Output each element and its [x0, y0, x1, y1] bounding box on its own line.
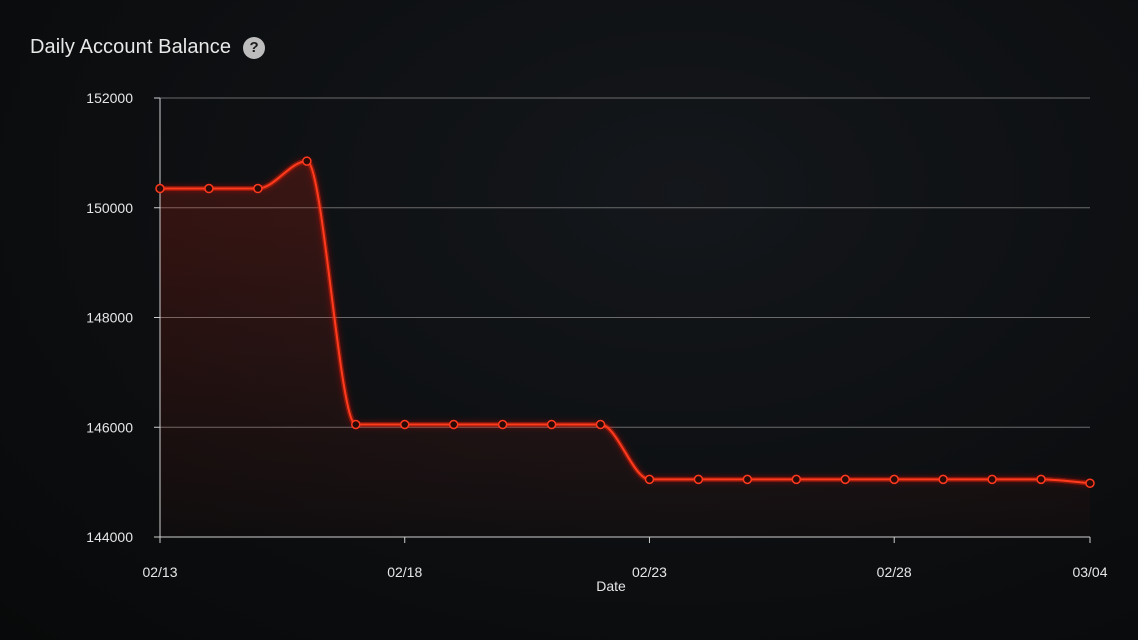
y-tick-label: 144000	[86, 529, 133, 545]
data-point[interactable]	[351, 419, 361, 430]
x-tick-label: 02/18	[387, 564, 422, 580]
title-row: Daily Account Balance ?	[30, 36, 266, 59]
data-point[interactable]	[742, 474, 753, 485]
chart-title: Daily Account Balance	[30, 36, 232, 58]
data-point[interactable]	[840, 474, 851, 485]
data-point[interactable]	[448, 419, 459, 430]
x-tick-label: 03/04	[1072, 564, 1107, 580]
data-point[interactable]	[987, 474, 997, 485]
data-point[interactable]	[1036, 474, 1046, 485]
y-tick-label: 150000	[86, 200, 133, 216]
y-tick-label: 148000	[86, 310, 133, 326]
data-point[interactable]	[546, 419, 557, 430]
data-point[interactable]	[1085, 478, 1095, 488]
axes	[154, 97, 1091, 543]
data-point[interactable]	[889, 474, 899, 485]
data-point[interactable]	[938, 474, 948, 485]
data-point[interactable]	[644, 474, 655, 485]
area-fill	[160, 161, 1090, 537]
data-point[interactable]	[302, 156, 312, 166]
x-tick-label: 02/23	[632, 564, 667, 580]
data-point[interactable]	[204, 183, 214, 194]
tick-labels: 144000 146000 148000 150000 152000 02/13 02/18…	[86, 90, 1107, 594]
data-points	[155, 156, 1095, 488]
y-tick-label: 146000	[86, 419, 133, 435]
x-axis-title: Date	[596, 578, 626, 594]
data-point[interactable]	[497, 419, 508, 430]
data-point[interactable]	[693, 474, 704, 485]
x-tick-label: 02/13	[142, 564, 177, 580]
data-point[interactable]	[155, 183, 165, 194]
data-point[interactable]	[791, 474, 802, 485]
x-tick-label: 02/28	[877, 564, 912, 580]
data-point[interactable]	[253, 183, 263, 194]
question-circle-icon[interactable]: ?	[243, 36, 266, 59]
series-area	[160, 161, 1090, 537]
data-point[interactable]	[595, 419, 606, 430]
y-tick-label: 152000	[86, 90, 133, 106]
data-point[interactable]	[399, 419, 410, 430]
